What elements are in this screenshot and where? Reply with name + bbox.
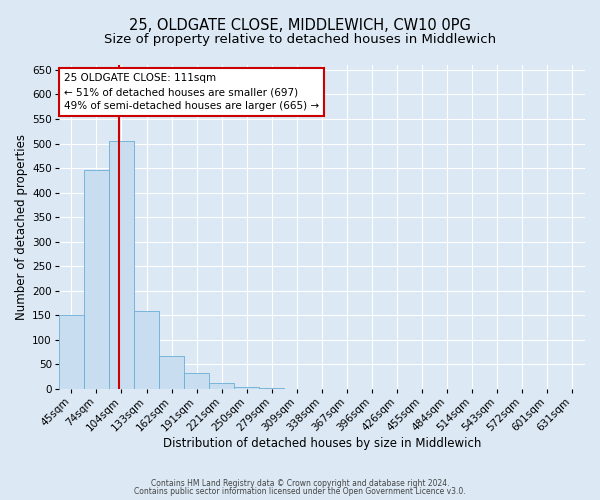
Bar xyxy=(84,170,109,389)
X-axis label: Distribution of detached houses by size in Middlewich: Distribution of detached houses by size … xyxy=(163,437,481,450)
Bar xyxy=(184,373,209,389)
Bar xyxy=(209,382,234,389)
Bar xyxy=(259,388,284,389)
Bar xyxy=(134,312,159,389)
Bar xyxy=(59,316,84,389)
Bar xyxy=(159,356,184,389)
Text: Contains HM Land Registry data © Crown copyright and database right 2024.: Contains HM Land Registry data © Crown c… xyxy=(151,478,449,488)
Text: 25, OLDGATE CLOSE, MIDDLEWICH, CW10 0PG: 25, OLDGATE CLOSE, MIDDLEWICH, CW10 0PG xyxy=(129,18,471,32)
Text: 25 OLDGATE CLOSE: 111sqm
← 51% of detached houses are smaller (697)
49% of semi-: 25 OLDGATE CLOSE: 111sqm ← 51% of detach… xyxy=(64,73,319,111)
Y-axis label: Number of detached properties: Number of detached properties xyxy=(15,134,28,320)
Bar xyxy=(234,386,259,389)
Bar xyxy=(109,140,134,389)
Text: Size of property relative to detached houses in Middlewich: Size of property relative to detached ho… xyxy=(104,32,496,46)
Text: Contains public sector information licensed under the Open Government Licence v3: Contains public sector information licen… xyxy=(134,488,466,496)
